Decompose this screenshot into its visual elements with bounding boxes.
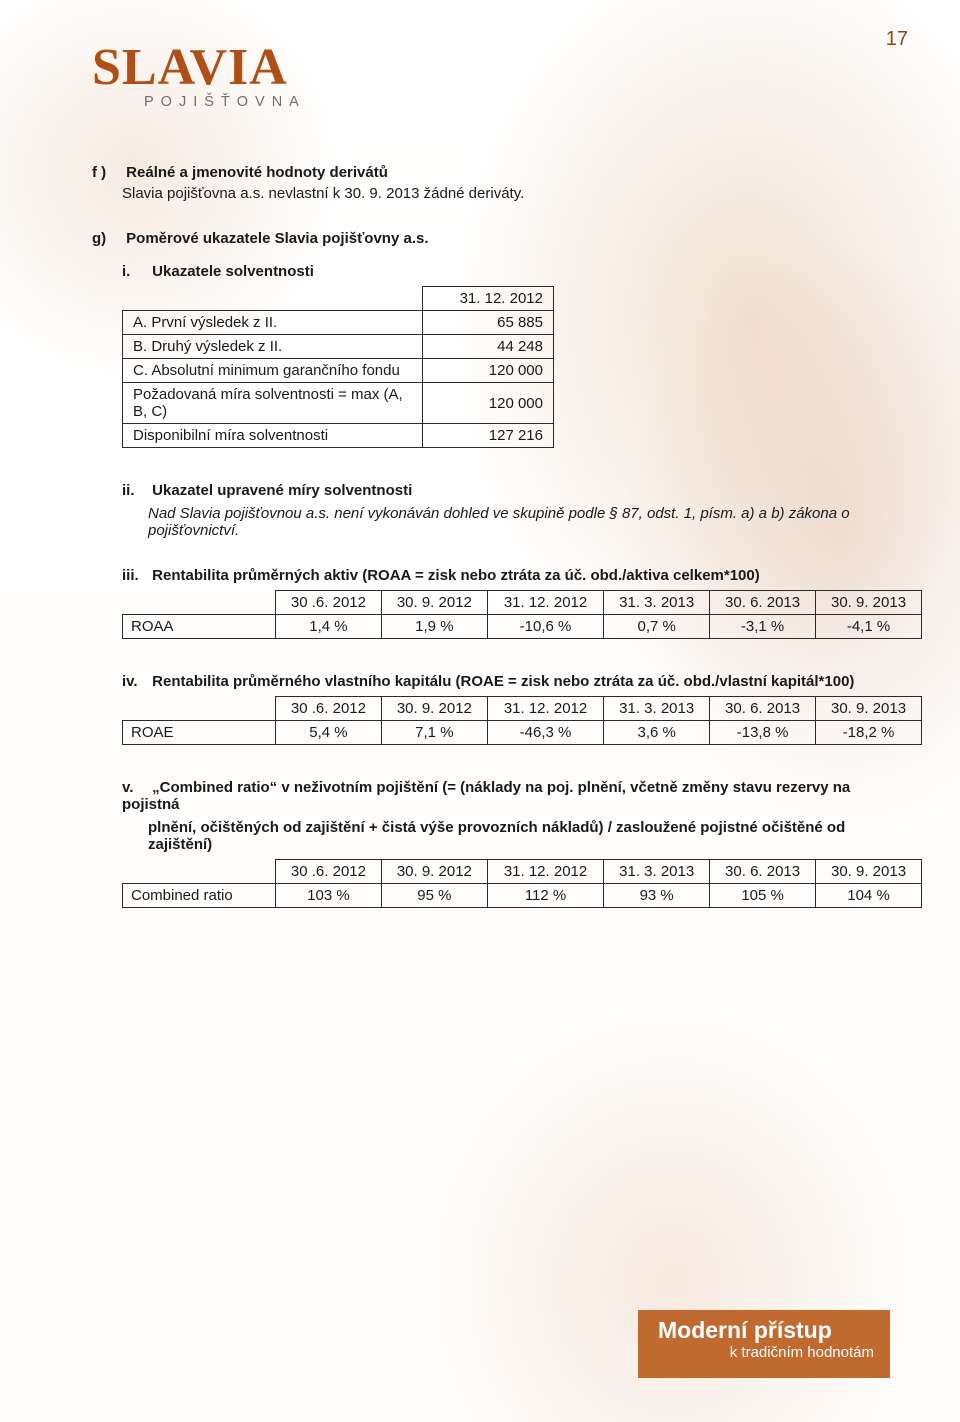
section-f-title: Reálné a jmenovité hodnoty derivátů	[126, 164, 388, 181]
roaa-value: 0,7 %	[604, 615, 710, 639]
period-header: 31. 3. 2013	[604, 860, 710, 884]
period-header: 31. 12. 2012	[487, 697, 603, 721]
period-header: 31. 12. 2012	[487, 591, 603, 615]
table-row: Disponibilní míra solventnosti 127 216	[123, 424, 554, 448]
sub-iv-title: Rentabilita průměrného vlastního kapitál…	[152, 673, 854, 690]
combined-value: 112 %	[487, 884, 603, 908]
page-number: 17	[886, 28, 908, 51]
sub-v-label: v.	[122, 779, 148, 796]
table-row: B. Druhý výsledek z II. 44 248	[123, 335, 554, 359]
roae-value: -18,2 %	[816, 721, 922, 745]
sub-ii-note: Nad Slavia pojišťovnou a.s. není vykonáv…	[148, 505, 890, 539]
ribbon-subtitle: k tradičním hodnotám	[658, 1344, 874, 1361]
sub-iii-title: Rentabilita průměrných aktiv (ROAA = zis…	[152, 567, 760, 584]
sub-v-line1: „Combined ratio“ v neživotním pojištění …	[122, 779, 850, 813]
sub-ii-heading: ii. Ukazatel upravené míry solventnosti	[122, 482, 890, 499]
logo-subtitle: POJIŠŤOVNA	[144, 94, 890, 110]
roaa-value: -4,1 %	[816, 615, 922, 639]
period-header: 30. 9. 2012	[381, 697, 487, 721]
roae-value: 5,4 %	[276, 721, 382, 745]
roae-row-label: ROAE	[123, 721, 276, 745]
section-g-heading: g) Poměrové ukazatele Slavia pojišťovny …	[92, 230, 890, 247]
table-row: Požadovaná míra solventnosti = max (A, B…	[123, 383, 554, 424]
period-header: 30. 9. 2012	[381, 860, 487, 884]
period-header: 31. 3. 2013	[604, 697, 710, 721]
roaa-value: -3,1 %	[710, 615, 816, 639]
table-row: ROAE 5,4 % 7,1 % -46,3 % 3,6 % -13,8 % -…	[123, 721, 922, 745]
period-header: 30 .6. 2012	[276, 697, 382, 721]
combined-value: 103 %	[276, 884, 382, 908]
roaa-value: 1,4 %	[276, 615, 382, 639]
roae-value: -46,3 %	[487, 721, 603, 745]
period-header: 31. 3. 2013	[604, 591, 710, 615]
solv-value: 65 885	[423, 311, 554, 335]
roaa-empty-cell	[123, 591, 276, 615]
solv-label: Disponibilní míra solventnosti	[123, 424, 423, 448]
section-g-title: Poměrové ukazatele Slavia pojišťovny a.s…	[126, 230, 428, 247]
combined-value: 93 %	[604, 884, 710, 908]
brand-logo: SLAVIA POJIŠŤOVNA	[92, 46, 890, 110]
footer-ribbon: Moderní přístup k tradičním hodnotám	[638, 1310, 890, 1378]
combined-empty-cell	[123, 860, 276, 884]
period-header: 30 .6. 2012	[276, 591, 382, 615]
roae-table: 30 .6. 2012 30. 9. 2012 31. 12. 2012 31.…	[122, 696, 922, 745]
solv-value: 127 216	[423, 424, 554, 448]
roae-empty-cell	[123, 697, 276, 721]
sub-ii-title: Ukazatel upravené míry solventnosti	[152, 482, 412, 499]
combined-value: 95 %	[381, 884, 487, 908]
sub-iii-heading: iii. Rentabilita průměrných aktiv (ROAA …	[122, 567, 890, 584]
section-f-label: f )	[92, 164, 122, 181]
sub-i-label: i.	[122, 263, 148, 280]
table-row: A. První výsledek z II. 65 885	[123, 311, 554, 335]
roae-value: 7,1 %	[381, 721, 487, 745]
roaa-value: 1,9 %	[381, 615, 487, 639]
roaa-table: 30 .6. 2012 30. 9. 2012 31. 12. 2012 31.…	[122, 590, 922, 639]
solvency-table: 31. 12. 2012 A. První výsledek z II. 65 …	[122, 286, 554, 448]
solv-value: 44 248	[423, 335, 554, 359]
combined-ratio-table: 30 .6. 2012 30. 9. 2012 31. 12. 2012 31.…	[122, 859, 922, 908]
solv-date-header: 31. 12. 2012	[423, 287, 554, 311]
sub-ii-label: ii.	[122, 482, 148, 499]
sub-iv-heading: iv. Rentabilita průměrného vlastního kap…	[122, 673, 890, 690]
solv-empty-cell	[123, 287, 423, 311]
table-row: Combined ratio 103 % 95 % 112 % 93 % 105…	[123, 884, 922, 908]
solv-label: C. Absolutní minimum garančního fondu	[123, 359, 423, 383]
period-header: 31. 12. 2012	[487, 860, 603, 884]
roaa-value: -10,6 %	[487, 615, 603, 639]
period-header: 30. 9. 2012	[381, 591, 487, 615]
sub-iii-label: iii.	[122, 567, 148, 584]
solv-label: Požadovaná míra solventnosti = max (A, B…	[123, 383, 423, 424]
sub-v-line2: plnění, očištěných od zajištění + čistá …	[148, 819, 890, 853]
solv-value: 120 000	[423, 383, 554, 424]
sub-v-heading: v. „Combined ratio“ v neživotním pojiště…	[122, 779, 890, 813]
logo-word: SLAVIA	[92, 46, 890, 90]
combined-row-label: Combined ratio	[123, 884, 276, 908]
sub-i-title: Ukazatele solventnosti	[152, 263, 314, 280]
roaa-row-label: ROAA	[123, 615, 276, 639]
table-row: C. Absolutní minimum garančního fondu 12…	[123, 359, 554, 383]
section-f-note: Slavia pojišťovna a.s. nevlastní k 30. 9…	[122, 185, 890, 202]
section-g-label: g)	[92, 230, 122, 247]
period-header: 30. 6. 2013	[710, 697, 816, 721]
solv-value: 120 000	[423, 359, 554, 383]
combined-value: 105 %	[710, 884, 816, 908]
roae-value: -13,8 %	[710, 721, 816, 745]
period-header: 30. 9. 2013	[816, 591, 922, 615]
table-row: ROAA 1,4 % 1,9 % -10,6 % 0,7 % -3,1 % -4…	[123, 615, 922, 639]
period-header: 30. 6. 2013	[710, 591, 816, 615]
period-header: 30. 6. 2013	[710, 860, 816, 884]
sub-iv-label: iv.	[122, 673, 148, 690]
section-f-heading: f ) Reálné a jmenovité hodnoty derivátů	[92, 164, 890, 181]
sub-i-heading: i. Ukazatele solventnosti	[122, 263, 890, 280]
roae-value: 3,6 %	[604, 721, 710, 745]
ribbon-title: Moderní přístup	[658, 1318, 874, 1342]
period-header: 30 .6. 2012	[276, 860, 382, 884]
solv-label: B. Druhý výsledek z II.	[123, 335, 423, 359]
combined-value: 104 %	[816, 884, 922, 908]
period-header: 30. 9. 2013	[816, 860, 922, 884]
solv-label: A. První výsledek z II.	[123, 311, 423, 335]
period-header: 30. 9. 2013	[816, 697, 922, 721]
